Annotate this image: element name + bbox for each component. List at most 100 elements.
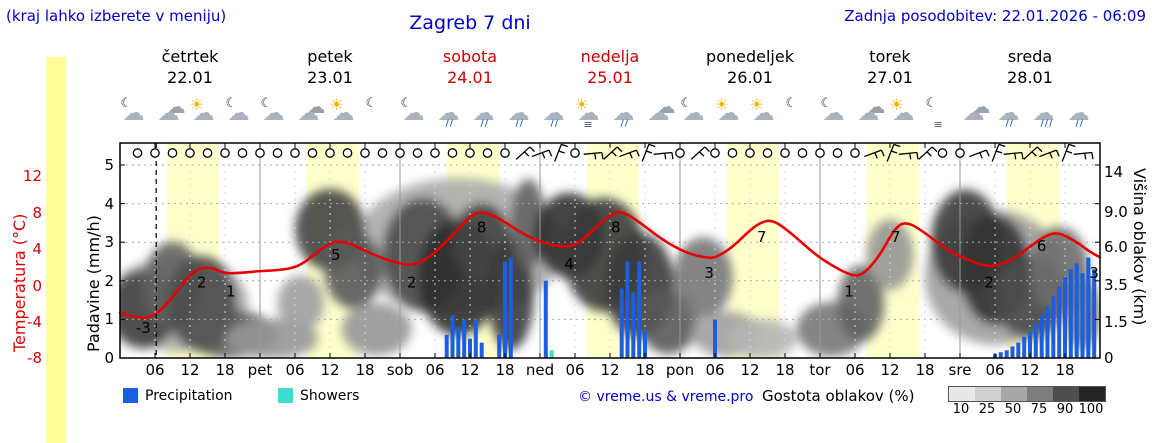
wind-calm-icon: [132, 148, 143, 158]
moon-icon: ☾: [820, 96, 833, 111]
temperature-value-label: 2: [197, 273, 207, 291]
wind-calm-icon: [727, 148, 738, 158]
wind-calm-icon: [850, 148, 860, 158]
x-axis-tick-label: ned: [525, 361, 555, 379]
precipitation-bar: [1028, 331, 1032, 358]
precipitation-bar: [1033, 323, 1038, 358]
precipitation-bar: [473, 319, 478, 358]
temperature-value-label: 2: [984, 273, 994, 291]
cloud-icon: ☁: [166, 96, 186, 118]
wind-calm-icon: [150, 148, 160, 158]
x-axis-tick-label: sre: [948, 361, 972, 379]
x-axis-tick-label: 12: [180, 361, 200, 379]
precipitation-bar: [1063, 276, 1067, 358]
wind-calm-icon: [325, 148, 335, 158]
precipitation-bar: [503, 261, 507, 358]
x-axis-tick-label: 18: [1055, 361, 1075, 379]
wind-calm-icon: [167, 148, 178, 158]
wind-calm-icon: [447, 148, 458, 158]
weather-icon: ☾ ☁: [820, 97, 856, 131]
wind-barb-icon: [641, 143, 656, 162]
wind-calm-icon: [780, 148, 790, 158]
x-axis-tick-label: 18: [355, 361, 375, 379]
sun-icon: ☀: [714, 95, 729, 114]
cloud-icon: ☁: [866, 96, 886, 118]
weather-icon: ☁//: [470, 97, 506, 131]
temperature-value-label: 7: [757, 228, 767, 246]
cloud-icon: ☁: [437, 101, 460, 126]
temperature-tick-label: 0: [32, 276, 42, 295]
day-header: ponedeljek 26.01: [680, 46, 820, 88]
temperature-tick-label: 4: [32, 240, 42, 259]
precipitation-bar: [1080, 273, 1085, 358]
side-strip: [46, 57, 66, 443]
wind-calm-icon: [395, 148, 405, 158]
day-name: ponedeljek: [706, 47, 794, 66]
x-axis-tick-label: tor: [809, 361, 831, 379]
sun-icon: ☀: [749, 95, 764, 114]
cloud-icon: ☁: [612, 101, 635, 126]
day-name: petek: [307, 47, 353, 66]
day-name: torek: [869, 47, 911, 66]
sun-icon: ☀: [889, 95, 904, 114]
wind-calm-icon: [342, 148, 353, 158]
wind-calm-icon: [307, 148, 318, 158]
temperature-value-label: 8: [611, 219, 621, 237]
weather-icon: ☁//: [995, 97, 1031, 131]
wind-barb-icon: [1061, 143, 1076, 162]
credit-link[interactable]: © vreme.us & vreme.pro: [578, 389, 754, 405]
day-header: torek 27.01: [820, 46, 960, 88]
moon-icon: ☾: [680, 96, 693, 111]
precipitation-bar: [456, 327, 461, 358]
precip-tick-label: 4: [104, 194, 114, 213]
fog-lines-icon: ≡: [933, 118, 943, 131]
wind-calm-icon: [815, 148, 825, 158]
x-axis-tick-label: pet: [247, 361, 273, 379]
cloud-density-blob: [324, 231, 383, 309]
cloud-scale-segment: [949, 387, 975, 401]
wind-calm-icon: [570, 148, 580, 158]
temperature-value-label: 6: [1037, 237, 1047, 255]
wind-calm-icon: [710, 148, 720, 158]
day-date: 25.01: [587, 68, 633, 87]
cloud-icon: ☁: [472, 101, 495, 126]
wind-calm-icon: [500, 148, 510, 158]
wind-barb-icon: [554, 143, 568, 162]
cloud-icon: ☁: [656, 96, 676, 118]
cloud-scale-bar: [948, 386, 1106, 402]
cloud-icon: ☁: [157, 101, 180, 126]
weather-icon: ☀ ☁ ≡: [575, 97, 611, 131]
cloud-density-blob: [726, 319, 797, 358]
cloud-scale-value: 25: [978, 402, 996, 417]
showers-legend-swatch: [278, 388, 293, 403]
cloud-icon: ☁: [542, 101, 565, 126]
cloud-scale-segment: [975, 387, 1001, 401]
precipitation-bar: [1086, 257, 1091, 358]
cloud-icon: ☁: [647, 101, 670, 126]
day-header: sreda 28.01: [960, 46, 1100, 88]
cloud-height-tick-label: 6.0: [1104, 238, 1128, 256]
precipitation-bar: [625, 261, 630, 358]
weather-icon: ☁ ☁: [295, 97, 331, 131]
x-axis-tick-label: sob: [386, 361, 414, 379]
weather-icon: ☁//: [505, 97, 541, 131]
cloud-icon: ☁: [1067, 101, 1090, 126]
temperature-value-label: 8: [477, 219, 487, 237]
x-axis-tick-label: 12: [740, 361, 760, 379]
x-axis-tick-label: 12: [880, 361, 900, 379]
wind-calm-icon: [202, 148, 213, 158]
cloud-icon: ☁: [507, 101, 530, 126]
x-axis-tick-label: 12: [460, 361, 480, 379]
cloud-icon: ☁: [1032, 101, 1055, 126]
wind-calm-icon: [412, 148, 423, 158]
temperature-tick-label: 8: [32, 203, 42, 222]
wind-calm-icon: [797, 148, 808, 158]
cloud-density-blob: [277, 275, 325, 332]
x-axis-tick-label: 06: [705, 361, 725, 379]
precipitation-bar: [619, 288, 624, 358]
precipitation-bar: [497, 334, 502, 358]
weather-icon: ☀ ☁: [190, 97, 226, 131]
precipitation-bar: [444, 334, 449, 358]
day-date: 26.01: [727, 68, 773, 87]
